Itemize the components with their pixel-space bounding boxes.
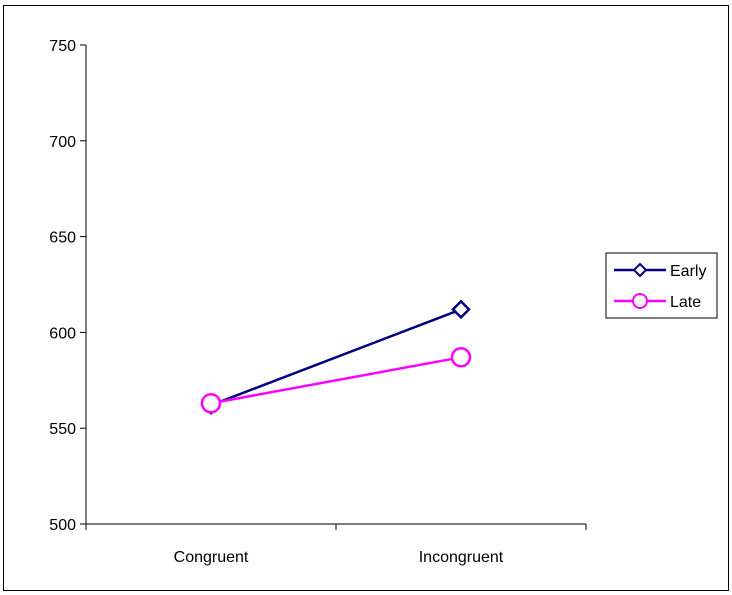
axes [85, 45, 586, 525]
y-tick-label: 700 [49, 134, 76, 151]
y-tick-label: 750 [49, 38, 76, 55]
y-tick-label: 550 [49, 421, 76, 438]
legend: Early Late [605, 252, 718, 319]
y-axis-ticks: 500 550 600 650 700 750 [49, 38, 86, 534]
data-point-early [451, 299, 471, 320]
y-tick-label: 650 [49, 230, 76, 247]
legend-marker-diamond-icon [632, 262, 648, 278]
data-point-late [200, 393, 222, 414]
y-tick-label: 600 [49, 325, 76, 342]
legend-item-early: Early [614, 262, 706, 280]
legend-item-late: Late [614, 293, 701, 311]
series-line-late [210, 356, 462, 405]
x-tick-label: Congruent [174, 549, 249, 566]
series-late [200, 347, 472, 414]
legend-label: Late [670, 294, 701, 311]
series-line-early [210, 308, 462, 407]
series-layer [200, 299, 472, 415]
data-point-late [450, 347, 472, 368]
legend-label: Early [670, 263, 706, 280]
y-tick-label: 500 [49, 517, 76, 534]
legend-box [605, 252, 718, 319]
legend-marker-circle-icon [632, 293, 648, 309]
x-axis-ticks: Congruent Incongruent [85, 524, 587, 566]
x-tick-label: Incongruent [419, 549, 504, 566]
